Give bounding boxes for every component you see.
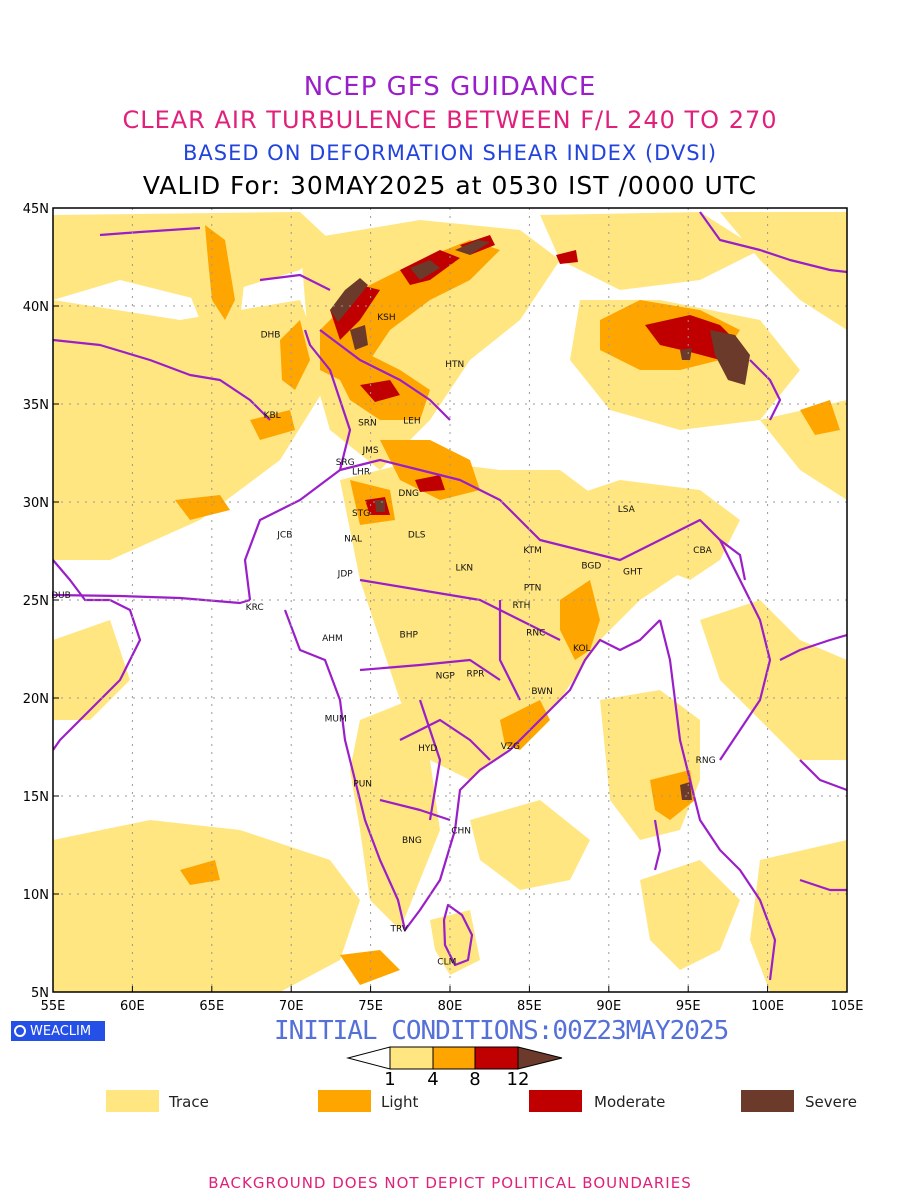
city-label-lkn: LKN (455, 564, 473, 574)
lon-tick-label: 85E (517, 999, 542, 1014)
city-label-rth: RTH (513, 601, 531, 611)
city-label-dls: DLS (408, 530, 426, 540)
lon-tick-label: 60E (120, 999, 145, 1014)
colorbar-moderate (474, 1046, 519, 1070)
city-label-srg: SRG (336, 458, 355, 468)
city-label-rng: RNG (696, 756, 716, 766)
city-label-bng: BNG (402, 836, 422, 846)
legend-label: Light (381, 1093, 419, 1111)
colorbar-tick-label: 1 (384, 1069, 396, 1090)
city-label-lhr: LHR (352, 468, 370, 478)
city-label-kbl: KBL (264, 411, 281, 421)
initial-conditions: INITIAL CONDITIONS:00Z23MAY2025 (274, 1016, 729, 1046)
colorbar (346, 1046, 563, 1070)
city-label-nal: NAL (344, 534, 362, 544)
lon-tick-label: 95E (676, 999, 701, 1014)
city-label-jcb: JCB (276, 530, 292, 540)
legend-label: Trace (169, 1093, 209, 1111)
lat-tick-label: 35N (23, 398, 49, 413)
city-label-krc: KRC (246, 603, 264, 613)
axis-ticks: 55E 60E 65E 70E 75E 80E 85E 90E 95E 100E 105E 45N 40… (23, 202, 864, 1014)
city-label-clm: CLM (437, 958, 456, 968)
weaclim-logo: WEACLIM (11, 1021, 105, 1041)
city-label-rnc: RNC (526, 628, 545, 638)
city-label-ptn: PTN (524, 583, 542, 593)
title-line-2: CLEAR AIR TURBULENCE BETWEEN F/L 240 TO … (122, 106, 778, 134)
lon-tick-label: 55E (41, 999, 66, 1014)
lat-tick-label: 30N (23, 496, 49, 511)
city-label-hyd: HYD (418, 744, 437, 754)
brand-label: WEACLIM (30, 1023, 92, 1039)
lat-lon-grid (53, 208, 847, 992)
lat-tick-label: 15N (23, 790, 49, 805)
legend-label: Moderate (594, 1093, 666, 1111)
lon-tick-label: 70E (279, 999, 304, 1014)
colorbar-tick-label: 8 (469, 1069, 481, 1090)
city-label-bhp: BHP (400, 630, 419, 640)
city-label-jms: JMS (362, 446, 379, 456)
colorbar-trace (389, 1046, 434, 1070)
coastlines-and-boundaries (53, 211, 847, 981)
city-label-dhb: DHB (261, 330, 281, 340)
colorbar-tick-label: 4 (427, 1069, 439, 1090)
city-label-bwn: BWN (531, 687, 553, 697)
lon-tick-label: 80E (438, 999, 463, 1014)
lat-tick-label: 10N (23, 888, 49, 903)
city-label-srn: SRN (358, 419, 377, 429)
city-label-vzg: VZG (501, 742, 520, 752)
lat-tick-label: 5N (31, 986, 49, 1001)
colorbar-severe (517, 1046, 563, 1070)
lat-tick-label: 40N (23, 300, 49, 315)
city-label-ght: GHT (623, 568, 643, 578)
city-label-bgd: BGD (581, 562, 601, 572)
lon-tick-label: 100E (751, 999, 784, 1014)
city-label-htn: HTN (445, 360, 464, 370)
lat-tick-label: 20N (23, 692, 49, 707)
lat-tick-label: 25N (23, 594, 49, 609)
lon-tick-label: 65E (199, 999, 224, 1014)
city-label-pun: PUN (353, 779, 372, 789)
city-label-ksh: KSH (377, 313, 395, 323)
legend-swatch (318, 1090, 371, 1112)
legend-label: Severe (805, 1093, 857, 1111)
city-label-dng: DNG (398, 489, 419, 499)
city-label-cba: CBA (693, 546, 712, 556)
city-label-dub: DUB (51, 591, 71, 601)
city-label-ktm: KTM (523, 546, 541, 556)
lat-tick-label: 45N (23, 202, 49, 217)
city-label-leh: LEH (403, 417, 420, 427)
valid-time: VALID For: 30MAY2025 at 0530 IST /0000 U… (142, 171, 758, 200)
city-label-trv: TRV (389, 924, 408, 934)
city-label-jdp: JDP (337, 570, 354, 580)
city-label-kol: KOL (573, 644, 591, 654)
city-label-lsa: LSA (618, 505, 636, 515)
city-label-mum: MUM (325, 715, 347, 725)
footer-disclaimer: BACKGROUND DOES NOT DEPICT POLITICAL BOU… (208, 1174, 692, 1192)
city-label-ngp: NGP (436, 671, 456, 681)
legend-swatch (106, 1090, 159, 1112)
colorbar-light (432, 1046, 476, 1070)
title-line-3: BASED ON DEFORMATION SHEAR INDEX (DVSI) (182, 141, 718, 165)
legend-swatch (529, 1090, 582, 1112)
city-label-chn: CHN (451, 826, 471, 836)
colorbar-tick-label: 12 (506, 1069, 530, 1090)
legend-swatch (741, 1090, 794, 1112)
lon-tick-label: 90E (596, 999, 621, 1014)
title-line-1: NCEP GFS GUIDANCE (303, 72, 597, 102)
city-label-rpr: RPR (466, 670, 484, 680)
city-label-stg: STG (352, 509, 370, 519)
lon-tick-label: 75E (358, 999, 383, 1014)
city-label-ahm: AHM (322, 634, 343, 644)
globe-icon (14, 1025, 26, 1037)
lon-tick-label: 105E (830, 999, 863, 1014)
